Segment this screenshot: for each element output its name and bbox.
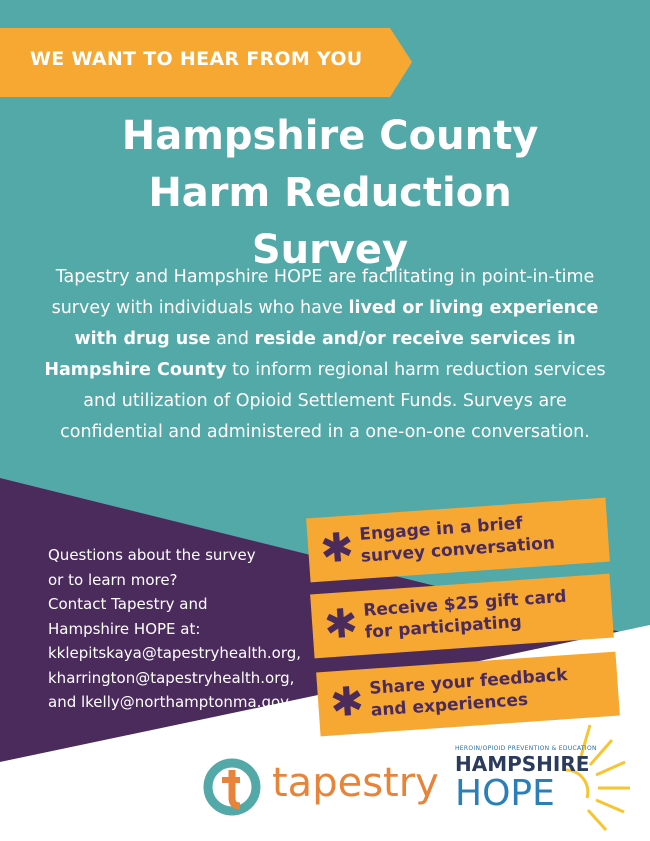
asterisk: ✱ xyxy=(322,600,360,649)
hope-tagline: HEROIN/OPIOID PREVENTION & EDUCATION xyxy=(455,745,597,752)
contact-line: Contact Tapestry and xyxy=(48,595,208,613)
intro: Tapestry and Hampshire HOPE are facilita… xyxy=(40,262,610,448)
sun-rays xyxy=(564,724,630,832)
hope-bottom: HOPE xyxy=(455,773,555,814)
tapestry-t xyxy=(228,770,241,810)
intro-text: Tapestry and Hampshire HOPE are facilita… xyxy=(51,267,595,318)
contact-line: and lkelly@northamptonma.gov xyxy=(48,693,290,711)
intro-bold: reside and/or receive services in Hampsh… xyxy=(44,329,576,380)
contact-line: kharrington@tapestryhealth.org, xyxy=(48,668,295,687)
hope-top: HAMPSHIRE xyxy=(455,752,590,776)
contact-line: kklepitskaya@tapestryhealth.org, xyxy=(48,644,302,662)
title: Hampshire County Harm Reduction Survey xyxy=(0,108,650,279)
intro-text: to inform regional harm reduction servic… xyxy=(60,360,606,442)
asterisk: ✱ xyxy=(318,524,356,573)
intro-text: and xyxy=(210,329,255,349)
intro-bold: lived or living experience with drug use xyxy=(74,298,599,349)
contact-line: Hampshire HOPE at: xyxy=(48,619,201,638)
title-line: Hampshire County xyxy=(121,113,539,159)
title-line: Harm Reduction xyxy=(148,170,512,216)
tapestry-ring xyxy=(203,758,261,816)
contact-line: Questions about the survey xyxy=(48,546,256,564)
banner: WE WANT TO HEAR FROM YOU xyxy=(30,48,363,70)
contact-line: or to learn more? xyxy=(48,570,178,589)
hope-logo: HEROIN/OPIOID PREVENTION & EDUCATION HAM… xyxy=(455,745,597,812)
banner-shape xyxy=(0,28,412,97)
contact: Questions about the survey or to learn mo… xyxy=(48,543,301,715)
asterisk: ✱ xyxy=(328,678,366,727)
tapestry-logo: tapestry xyxy=(272,760,439,806)
title-line: Survey xyxy=(251,227,409,273)
